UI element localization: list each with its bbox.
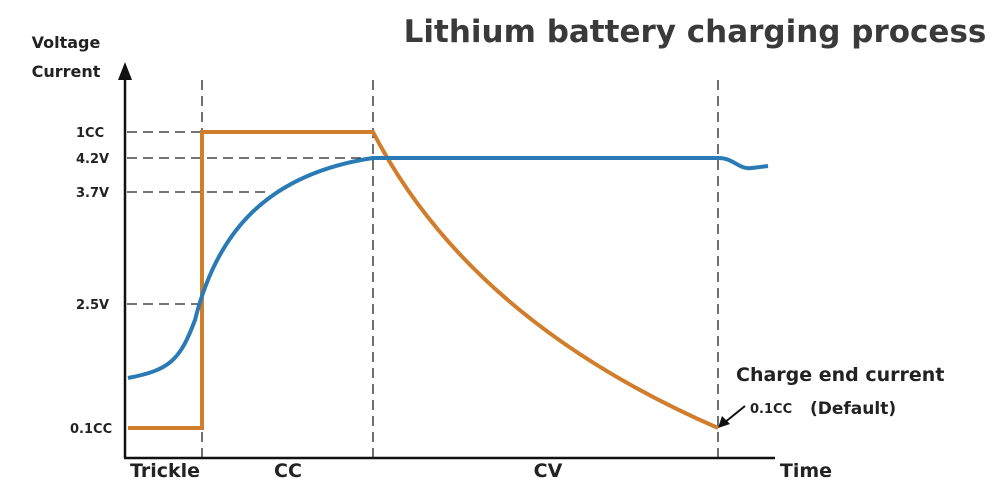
level-label: 2.5V: [76, 298, 109, 313]
y-axis-label: Current: [32, 62, 101, 81]
annotation-arrow: [723, 405, 746, 424]
annotation-note: (Default): [810, 399, 896, 419]
annotation-title: Charge end current: [736, 364, 944, 386]
phase-label: CV: [534, 460, 563, 482]
annotation-value: 0.1CC: [750, 402, 792, 417]
phase-label: CC: [274, 460, 302, 482]
title: Lithium battery charging process: [404, 14, 987, 50]
y-axis-arrow: [118, 62, 132, 80]
annotation-arrowhead: [718, 416, 730, 428]
level-label: 1CC: [76, 126, 104, 141]
current-curve: [128, 130, 719, 430]
x-axis-label: Time: [780, 460, 832, 482]
level-label: 0.1CC: [70, 422, 112, 437]
level-label: 4.2V: [76, 152, 109, 167]
phase-label: Trickle: [130, 460, 200, 482]
level-label: 3.7V: [76, 186, 109, 201]
y-axis-label: Voltage: [32, 33, 101, 52]
voltage-curve: [127, 156, 769, 380]
